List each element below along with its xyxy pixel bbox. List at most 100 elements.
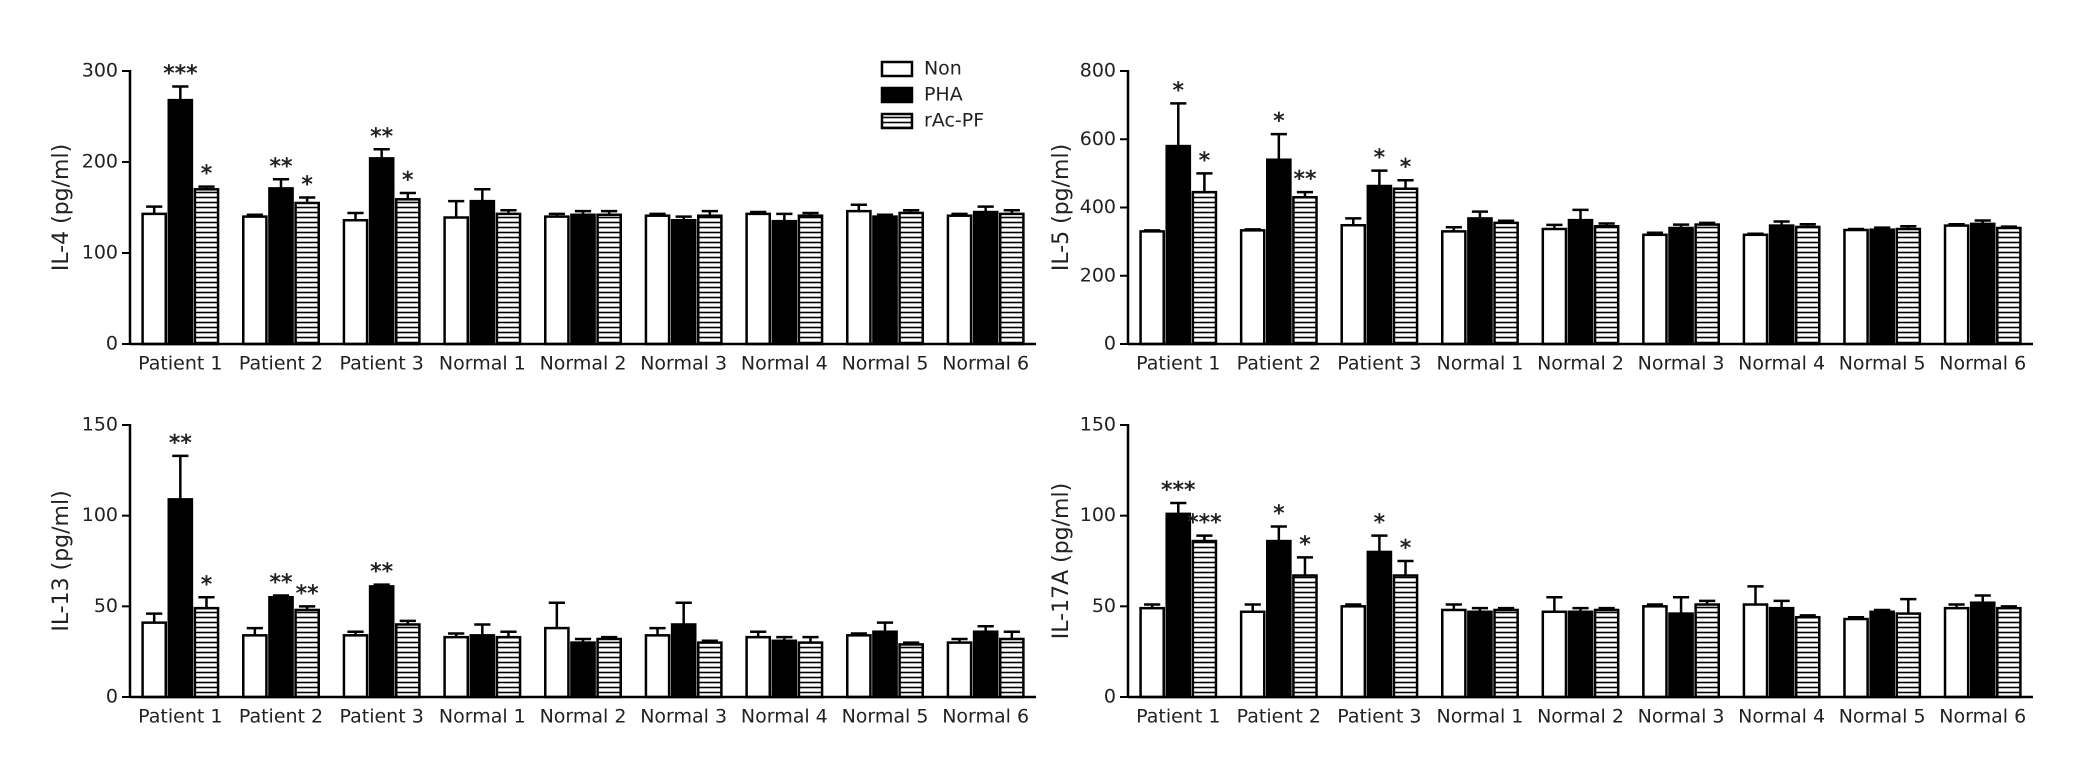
bar [898,211,924,346]
x-tick-label: Patient 1 [1136,353,1220,375]
legend-swatch [880,86,914,104]
significance: * [1273,109,1285,134]
y-tick-label: 150 [82,414,118,436]
bar [1895,612,1922,699]
x-tick-label: Normal 6 [1939,706,2026,728]
bar [1191,190,1218,346]
x-tick-label: Patient 2 [239,353,323,375]
x-tick-label: Normal 1 [439,353,526,375]
bar [268,596,294,699]
significance: * [1173,78,1185,103]
bar [1266,158,1292,346]
x-tick-label: Patient 1 [138,706,222,728]
x-tick-label: Normal 2 [1537,706,1624,728]
x-tick-label: Patient 3 [340,353,424,375]
bar [1340,605,1367,699]
bar [1869,228,1895,346]
bar [570,213,596,346]
x-tick-label: Normal 3 [1638,706,1725,728]
bar [1292,196,1318,346]
bar [644,214,671,346]
bar [1239,610,1266,699]
x-tick-label: Normal 4 [741,706,828,728]
bar [394,198,421,346]
y-tick-label: 150 [1080,414,1116,436]
y-tick-label: 200 [1080,264,1116,286]
significance: * [1299,532,1311,557]
bar [1366,184,1393,346]
bar [193,188,220,346]
x-tick-label: Normal 2 [540,353,627,375]
legend-label: Non [924,58,962,80]
legend-label: rAc-PF [924,110,984,132]
significance: ** [269,570,293,595]
y-tick-label: 100 [1080,504,1116,526]
bar [368,157,395,346]
bar [1541,227,1568,346]
legend-swatch [880,112,914,130]
significance: ** [269,154,293,179]
x-tick-label: Normal 5 [842,706,929,728]
significance: *** [163,61,198,86]
bar [1943,606,1970,699]
significance: *** [1187,511,1222,536]
bar [745,635,772,699]
bar [1794,615,1821,699]
bar [1895,227,1922,346]
y-tick-label: 100 [82,504,118,526]
bar [1768,606,1795,699]
bar [1794,225,1821,346]
bar [394,623,421,699]
bar [1165,512,1192,699]
bar [1668,612,1694,699]
bar [469,199,496,346]
bar [1441,608,1467,699]
bar [1467,217,1493,346]
y-tick-label: 50 [94,595,118,617]
bar [268,187,294,346]
bar [193,606,220,699]
x-tick-label: Patient 2 [239,706,323,728]
x-tick-label: Patient 3 [1337,706,1421,728]
bar [771,219,798,346]
y-axis-label: IL-4 (pg/ml) [49,144,74,271]
bar [745,212,772,346]
significance: * [1374,146,1386,171]
bar [644,634,671,699]
significance: * [1199,148,1211,173]
bar [294,608,320,699]
bar [1593,225,1620,346]
bar [1668,226,1694,346]
bar [1642,233,1668,346]
bar [1567,610,1594,699]
bar [167,98,194,346]
x-tick-label: Patient 2 [1237,353,1321,375]
bar [294,201,320,346]
bar [1467,610,1493,699]
x-tick-label: Normal 6 [942,353,1029,375]
bar [544,215,570,346]
bar [596,213,622,346]
y-tick-label: 0 [1104,333,1116,355]
bar [1969,222,1996,346]
bar [1292,574,1318,699]
bar [1642,605,1668,699]
bar [872,630,898,699]
significance: ** [1293,167,1317,192]
bar [1191,539,1218,699]
bar [544,626,570,699]
y-axis-label: IL-13 (pg/ml) [49,490,74,631]
bar [1493,221,1519,346]
y-tick-label: 50 [1092,595,1116,617]
bar [1843,617,1869,699]
bar [1493,608,1519,699]
bar [946,641,973,699]
bar [696,641,723,699]
bar [1366,550,1393,699]
bar [141,621,168,699]
bar [1694,603,1720,699]
x-tick-label: Normal 4 [741,353,828,375]
bar [167,498,194,699]
bar [1139,230,1165,346]
